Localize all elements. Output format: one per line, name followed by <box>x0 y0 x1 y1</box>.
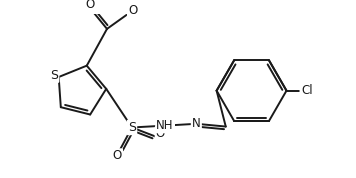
Text: S: S <box>128 121 136 134</box>
Text: NH: NH <box>156 119 174 132</box>
Text: Cl: Cl <box>301 84 313 97</box>
Text: O: O <box>112 150 122 163</box>
Text: N: N <box>192 117 201 130</box>
Text: S: S <box>50 69 58 82</box>
Text: O: O <box>86 0 95 11</box>
Text: O: O <box>128 4 137 17</box>
Text: O: O <box>156 127 165 140</box>
